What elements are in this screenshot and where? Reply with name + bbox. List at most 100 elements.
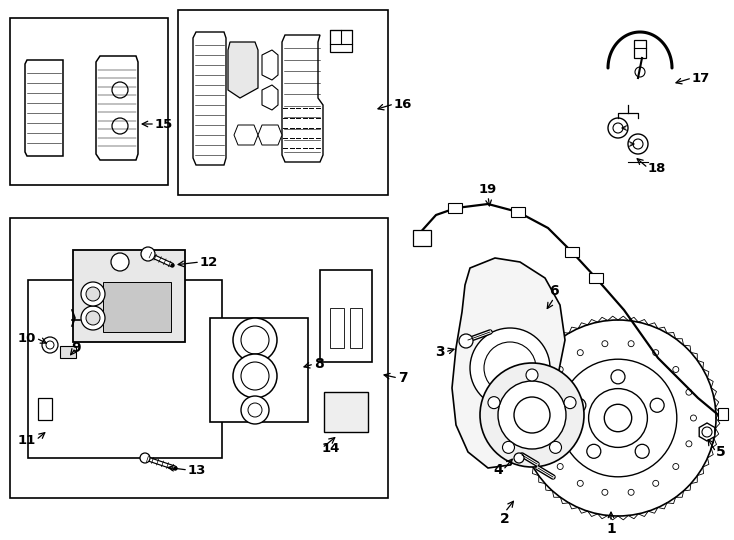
Circle shape — [586, 444, 601, 458]
Text: 18: 18 — [648, 161, 666, 174]
Circle shape — [608, 118, 628, 138]
Circle shape — [81, 306, 105, 330]
Bar — [511, 207, 525, 217]
Circle shape — [503, 441, 515, 454]
Circle shape — [572, 399, 586, 412]
Circle shape — [602, 341, 608, 347]
Circle shape — [233, 354, 277, 398]
Bar — [10, 18, 168, 185]
Bar — [589, 273, 603, 283]
Circle shape — [86, 287, 100, 301]
Circle shape — [470, 328, 550, 408]
FancyBboxPatch shape — [324, 392, 368, 432]
Bar — [413, 230, 431, 246]
Circle shape — [544, 389, 550, 395]
Polygon shape — [452, 258, 565, 468]
Polygon shape — [25, 60, 63, 156]
Polygon shape — [258, 125, 282, 145]
Polygon shape — [193, 32, 226, 165]
Text: 5: 5 — [716, 445, 726, 459]
Circle shape — [653, 349, 658, 356]
FancyBboxPatch shape — [73, 250, 185, 342]
Polygon shape — [228, 42, 258, 98]
Circle shape — [653, 481, 658, 487]
Text: 16: 16 — [394, 98, 413, 111]
Circle shape — [480, 363, 584, 467]
Bar — [10, 218, 388, 498]
Text: 13: 13 — [188, 463, 206, 476]
Polygon shape — [234, 125, 258, 145]
Circle shape — [459, 334, 473, 348]
Circle shape — [564, 397, 576, 409]
Circle shape — [686, 389, 692, 395]
Circle shape — [559, 359, 677, 477]
Text: 4: 4 — [493, 463, 503, 477]
Text: 15: 15 — [155, 118, 173, 131]
Text: 7: 7 — [398, 371, 407, 385]
Circle shape — [86, 311, 100, 325]
Circle shape — [628, 134, 648, 154]
Text: 12: 12 — [200, 255, 218, 268]
Bar — [330, 30, 352, 52]
Circle shape — [557, 463, 563, 469]
Circle shape — [628, 341, 634, 347]
Circle shape — [498, 381, 566, 449]
Circle shape — [81, 282, 105, 306]
Circle shape — [112, 118, 128, 134]
Circle shape — [577, 349, 584, 356]
Circle shape — [635, 444, 649, 458]
Circle shape — [628, 489, 634, 495]
Circle shape — [611, 370, 625, 384]
Text: 2: 2 — [500, 512, 510, 526]
Bar — [38, 398, 52, 420]
Circle shape — [233, 318, 277, 362]
Bar — [350, 308, 362, 348]
Polygon shape — [700, 423, 715, 441]
Circle shape — [42, 337, 58, 353]
Circle shape — [544, 441, 550, 447]
Bar — [448, 203, 462, 213]
Circle shape — [140, 453, 150, 463]
Circle shape — [589, 389, 647, 448]
Polygon shape — [96, 56, 138, 160]
Circle shape — [691, 415, 697, 421]
Circle shape — [635, 67, 645, 77]
Bar — [60, 346, 76, 358]
Bar — [28, 280, 222, 458]
Bar — [103, 282, 171, 332]
Text: 14: 14 — [322, 442, 341, 455]
Circle shape — [514, 397, 550, 433]
Circle shape — [686, 441, 692, 447]
Text: 11: 11 — [18, 434, 36, 447]
Circle shape — [673, 367, 679, 373]
Text: 1: 1 — [606, 522, 616, 536]
Circle shape — [557, 367, 563, 373]
Bar — [565, 247, 579, 257]
Circle shape — [550, 441, 562, 454]
Bar — [210, 318, 308, 422]
Circle shape — [514, 453, 524, 463]
Polygon shape — [262, 85, 278, 110]
Circle shape — [539, 415, 545, 421]
Bar — [634, 40, 646, 58]
Polygon shape — [282, 35, 323, 162]
Text: 3: 3 — [435, 345, 445, 359]
Circle shape — [520, 320, 716, 516]
Circle shape — [241, 396, 269, 424]
Bar — [718, 408, 728, 420]
Circle shape — [111, 253, 129, 271]
Text: 19: 19 — [479, 183, 497, 196]
Circle shape — [604, 404, 632, 431]
Bar — [178, 10, 388, 195]
Circle shape — [673, 463, 679, 469]
Circle shape — [141, 247, 155, 261]
Text: 8: 8 — [314, 357, 324, 371]
Polygon shape — [262, 50, 278, 80]
Text: 17: 17 — [692, 71, 711, 84]
Circle shape — [577, 481, 584, 487]
Bar — [330, 308, 344, 348]
Circle shape — [602, 489, 608, 495]
Text: 9: 9 — [71, 341, 81, 355]
Text: 10: 10 — [18, 332, 36, 345]
FancyBboxPatch shape — [320, 270, 372, 362]
